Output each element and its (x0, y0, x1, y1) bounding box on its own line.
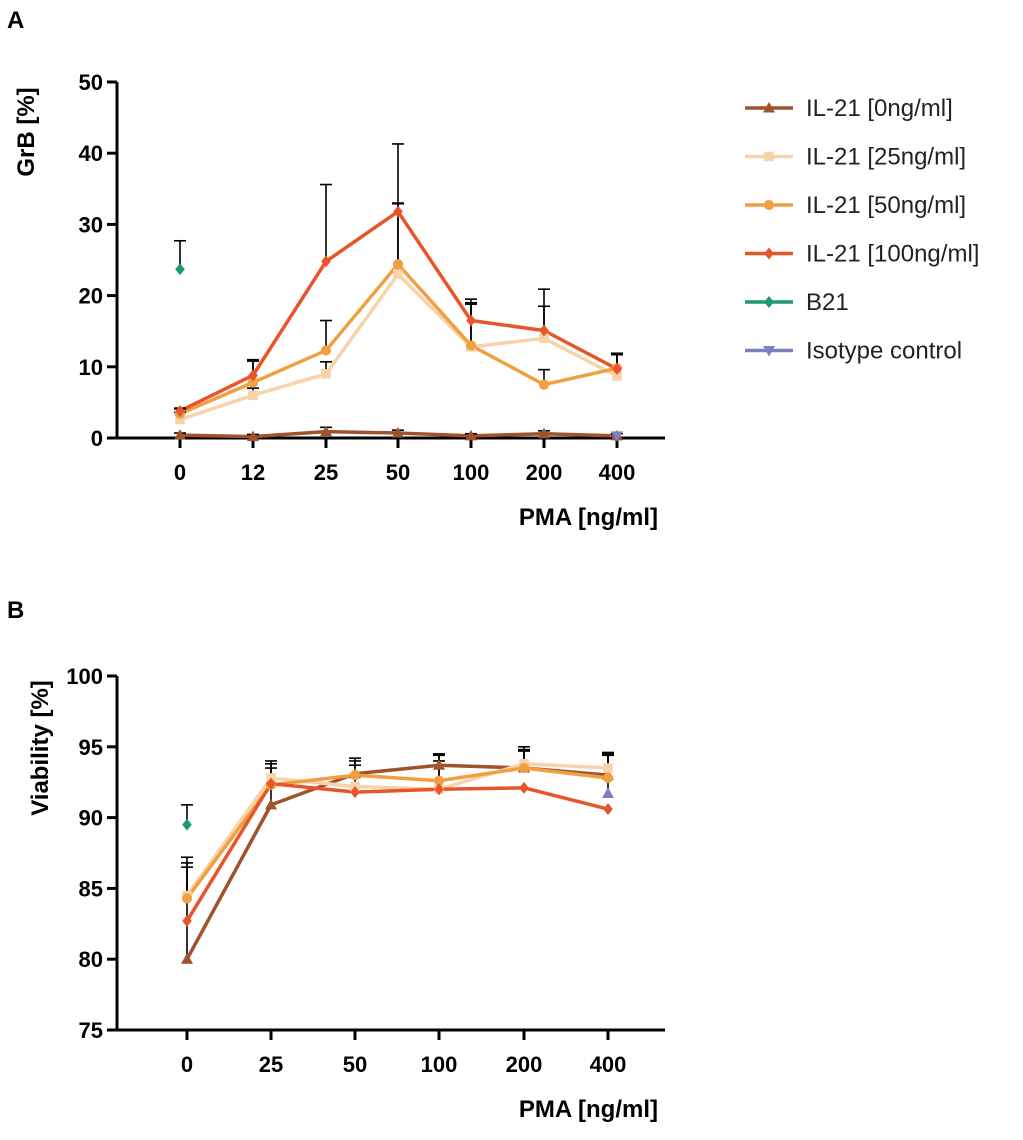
panel-a-data-point (539, 324, 549, 337)
panel-a-chart: 0 10 20 30 40 50 0 12 25 50 100 200 400 (79, 70, 665, 485)
panel-a-y-tick-label: 0 (91, 426, 103, 451)
legend-label: IL-21 [50ng/ml] (806, 192, 966, 219)
panel-b-y-tick-label: 80 (79, 947, 103, 972)
panel-a-data-point (321, 369, 331, 379)
panel-b-data-point (266, 777, 276, 790)
legend-marker (764, 296, 774, 308)
panel-a-data-point (174, 429, 186, 440)
panel-a-y-tick-label: 50 (79, 70, 103, 95)
panel-a-x-tick-label: 12 (241, 460, 265, 485)
panel-a-data-point (175, 404, 185, 417)
panel-b-data-point (603, 763, 613, 773)
panel-a-data-point (392, 427, 404, 438)
panel-b-data-point (602, 772, 614, 784)
panel-b-data-point (433, 759, 445, 770)
legend-marker (763, 102, 775, 113)
panel-a-x-tick-label: 0 (174, 460, 186, 485)
panel-b-y-tick-label: 100 (66, 664, 103, 689)
panel-b-data-point (265, 798, 277, 810)
panel-b-data-point (182, 818, 192, 831)
panel-a-x-tick-label: 200 (526, 460, 563, 485)
panel-a-series-line (179, 272, 618, 422)
panel-b-x-tick-label: 50 (343, 1052, 367, 1077)
panel-b-data-point (181, 953, 193, 964)
panel-b-data-point (434, 783, 444, 796)
panel-b-x-tick-label: 400 (590, 1052, 627, 1077)
panel-a-data-point (247, 430, 259, 442)
panel-a-x-axis-title: PMA [ng/ml] (519, 504, 658, 531)
panel-a-y-tick-label: 10 (79, 355, 103, 380)
panel-a-data-point (538, 427, 550, 439)
panel-a-data-point (611, 431, 623, 442)
legend-marker (763, 346, 775, 357)
panel-b-data-point (181, 893, 193, 904)
panel-b-y-axis-title: Viability [%] (27, 680, 54, 816)
legend-marker (764, 151, 774, 162)
panel-a-data-point (612, 371, 622, 381)
panel-b-chart: 75 80 85 90 95 100 0 25 50 100 200 400 (66, 664, 665, 1077)
panel-b-data-point (602, 787, 614, 799)
legend: IL-21 [0ng/ml] IL-21 [25ng/ml] IL-21 [50ng… (745, 95, 979, 365)
panel-a-series-line (179, 262, 618, 416)
panel-b-x-tick-label: 200 (506, 1052, 543, 1077)
panel-b-series-line (185, 762, 609, 897)
panel-a-data-point (538, 379, 550, 390)
legend-label: IL-21 [25ng/ml] (806, 144, 966, 171)
panel-a-data-point (465, 429, 477, 441)
panel-a-data-point (539, 333, 549, 344)
panel-b-data-point (433, 775, 445, 786)
panel-b-y-tick-label: 90 (79, 806, 103, 831)
panel-a-data-point (393, 205, 403, 218)
panel-b-x-tick-label: 100 (421, 1052, 458, 1077)
panel-b-data-point (518, 762, 530, 774)
panel-b-data-point (350, 786, 360, 799)
panel-b-y-tick-label: 95 (79, 735, 103, 760)
panel-a-data-point (612, 362, 622, 375)
panel-b-series-line (185, 781, 609, 922)
panel-a-data-point (248, 390, 258, 401)
panel-a-y-tick-label: 30 (79, 212, 103, 237)
panel-a-y-axis-title: GrB [%] (13, 87, 40, 176)
legend-label: B21 (806, 289, 849, 316)
panel-a-y-tick-label: 20 (79, 284, 103, 309)
panel-b-data-point (519, 781, 529, 794)
panel-letter-a: A (7, 7, 24, 34)
legend-label: IL-21 [0ng/ml] (806, 95, 953, 122)
panel-a-x-tick-label: 25 (314, 460, 338, 485)
panel-a-data-point (466, 314, 476, 327)
panel-b-data-point (349, 770, 361, 781)
panel-b-y-tick-label: 75 (79, 1018, 103, 1043)
panel-b-x-tick-label: 0 (181, 1052, 193, 1077)
panel-a-x-tick-label: 50 (386, 460, 410, 485)
panel-b-data-point (182, 914, 192, 927)
panel-a-data-point (248, 369, 258, 382)
panel-a-x-tick-label: 100 (453, 460, 490, 485)
panel-a-data-point (465, 340, 477, 351)
panel-a-data-point (175, 263, 185, 276)
legend-marker (763, 199, 775, 211)
panel-a-y-tick-label: 40 (79, 141, 103, 166)
panel-b-x-axis-title: PMA [ng/ml] (519, 1096, 658, 1123)
panel-a-data-point (393, 269, 403, 280)
legend-label: Isotype control (806, 338, 962, 365)
panel-a-x-tick-label: 400 (599, 460, 636, 485)
panel-a-data-point (320, 345, 332, 356)
panel-b-y-tick-label: 85 (79, 876, 103, 901)
legend-label: IL-21 [100ng/ml] (806, 241, 979, 268)
panel-a-data-point (175, 414, 185, 425)
panel-a-data-point (320, 425, 332, 437)
panel-a-data-point (321, 255, 331, 268)
panel-a-data-point (392, 259, 404, 270)
panel-a-data-point (247, 377, 259, 388)
panel-b-data-point (603, 803, 613, 816)
legend-marker (764, 247, 774, 260)
panel-b-x-tick-label: 25 (259, 1052, 283, 1077)
panel-letter-b: B (7, 597, 24, 624)
